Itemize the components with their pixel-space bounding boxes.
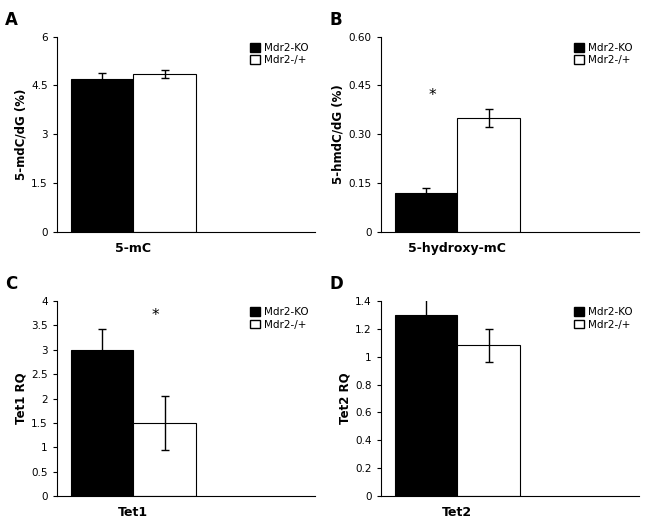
Text: *: * — [151, 308, 159, 323]
Bar — [395, 193, 458, 232]
Y-axis label: 5-hmdC/dG (%): 5-hmdC/dG (%) — [332, 84, 344, 184]
Text: C: C — [5, 275, 18, 293]
Legend: Mdr2-KO, Mdr2-/+: Mdr2-KO, Mdr2-/+ — [573, 42, 634, 66]
Bar — [458, 346, 520, 496]
Legend: Mdr2-KO, Mdr2-/+: Mdr2-KO, Mdr2-/+ — [250, 42, 309, 66]
Bar — [133, 74, 196, 232]
Legend: Mdr2-KO, Mdr2-/+: Mdr2-KO, Mdr2-/+ — [573, 306, 634, 331]
Y-axis label: 5-mdC/dG (%): 5-mdC/dG (%) — [14, 89, 27, 180]
Y-axis label: Tet2 RQ: Tet2 RQ — [338, 373, 351, 425]
Bar — [133, 423, 196, 496]
Legend: Mdr2-KO, Mdr2-/+: Mdr2-KO, Mdr2-/+ — [250, 306, 309, 331]
Bar — [71, 79, 133, 232]
Text: *: * — [428, 88, 436, 103]
Bar — [458, 118, 520, 232]
Text: B: B — [330, 11, 342, 29]
Bar — [395, 315, 458, 496]
Y-axis label: Tet1 RQ: Tet1 RQ — [14, 373, 27, 425]
Text: D: D — [330, 275, 343, 293]
Text: A: A — [5, 11, 18, 29]
Bar — [71, 350, 133, 496]
